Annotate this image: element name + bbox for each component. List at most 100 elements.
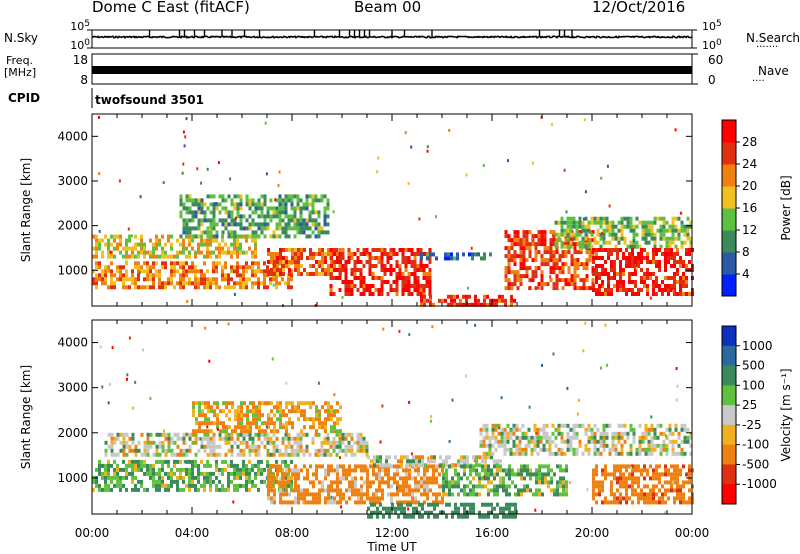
heatmap-cell [317,448,321,453]
heatmap-cell [622,280,625,284]
heatmap-cell [303,500,306,505]
heatmap-cell [601,285,604,289]
heatmap-cell [281,206,285,211]
heatmap-cell [474,323,477,327]
heatmap-cell [282,476,285,481]
heatmap-cell [330,480,333,485]
heatmap-cell [536,427,540,432]
heatmap-cell [239,281,242,286]
heatmap-cell [652,272,655,276]
heatmap-cell [677,431,681,436]
heatmap-cell [537,286,540,290]
heatmap-cell [282,480,285,485]
heatmap-cell [356,436,360,441]
heatmap-cell [110,269,113,274]
heatmap-cell [567,266,571,271]
heatmap-cell [689,443,693,448]
heatmap-cell [472,506,475,511]
heatmap-cell [367,506,370,511]
heatmap-cell [131,432,135,437]
heatmap-cell [176,281,179,286]
heatmap-cell [634,468,637,473]
heatmap-cell [515,423,519,428]
heatmap-cell [664,500,667,505]
heatmap-cell [185,230,189,235]
heatmap-cell [344,452,348,457]
heatmap-cell [360,500,363,505]
heatmap-cell [619,264,622,268]
heatmap-cell [191,269,194,274]
heatmap-cell [113,467,116,472]
heatmap-cell [194,277,197,282]
heatmap-cell [404,131,407,135]
heatmap-cell [613,496,616,501]
heatmap-cell [128,471,131,476]
heatmap-cell [607,256,610,260]
heatmap-cell [566,439,569,442]
heatmap-cell [602,216,606,221]
heatmap-cell [255,405,258,410]
heatmap-cell [422,252,426,256]
heatmap-cell [610,500,613,505]
heatmap-cell [575,423,579,428]
heatmap-cell [338,272,342,276]
heatmap-cell [591,238,595,243]
heatmap-cell [601,256,604,260]
heatmap-cell [429,419,432,423]
heatmap-cell [512,423,516,428]
heatmap-cell [625,260,628,264]
heatmap-cell [206,226,210,231]
heatmap-cell [513,258,517,263]
heatmap-cell [128,238,131,243]
heatmap-cell [413,252,417,256]
heatmap-cell [237,421,240,426]
heatmap-cell [640,492,643,497]
heatmap-cell [667,256,670,260]
heatmap-cell [689,220,693,225]
heatmap-cell [503,427,507,432]
heatmap-cell [215,265,218,270]
heatmap-cell [668,431,672,436]
heatmap-cell [249,429,252,434]
heatmap-cell [382,327,385,331]
heatmap-cell [410,284,414,288]
heatmap-cell [598,492,601,497]
heatmap-cell [351,476,354,481]
heatmap-cell [221,459,224,464]
heatmap-cell [429,488,432,493]
heatmap-cell [362,276,366,280]
heatmap-cell [140,467,143,472]
heatmap-cell [366,468,369,473]
heatmap-cell [342,476,345,481]
heatmap-cell [472,464,475,469]
heatmap-cell [195,401,198,406]
heatmap-cell [128,463,131,468]
heatmap-cell [457,476,460,481]
heatmap-cell [185,483,188,488]
heatmap-cell [344,260,348,264]
heatmap-cell [592,496,595,501]
heatmap-cell [629,240,633,245]
heatmap-cell [634,268,637,272]
heatmap-cell [682,480,685,485]
heatmap-cell [233,238,236,243]
heatmap-cell [426,496,429,501]
heatmap-cell [113,440,117,445]
heatmap-cell [613,264,616,268]
heatmap-cell [575,435,579,440]
heatmap-cell [273,252,276,256]
heatmap-cell [429,294,432,299]
heatmap-cell [513,254,517,259]
heatmap-cell [592,248,595,252]
heatmap-cell [113,471,116,476]
heatmap-cell [421,506,424,511]
heatmap-cell [104,440,108,445]
heatmap-cell [200,210,204,215]
heatmap-cell [356,276,360,280]
heatmap-cell [293,436,297,441]
heatmap-cell [224,277,227,282]
heatmap-cell [104,463,107,468]
heatmap-cell [191,463,194,468]
heatmap-cell [239,242,242,247]
heatmap-cell [543,262,547,267]
